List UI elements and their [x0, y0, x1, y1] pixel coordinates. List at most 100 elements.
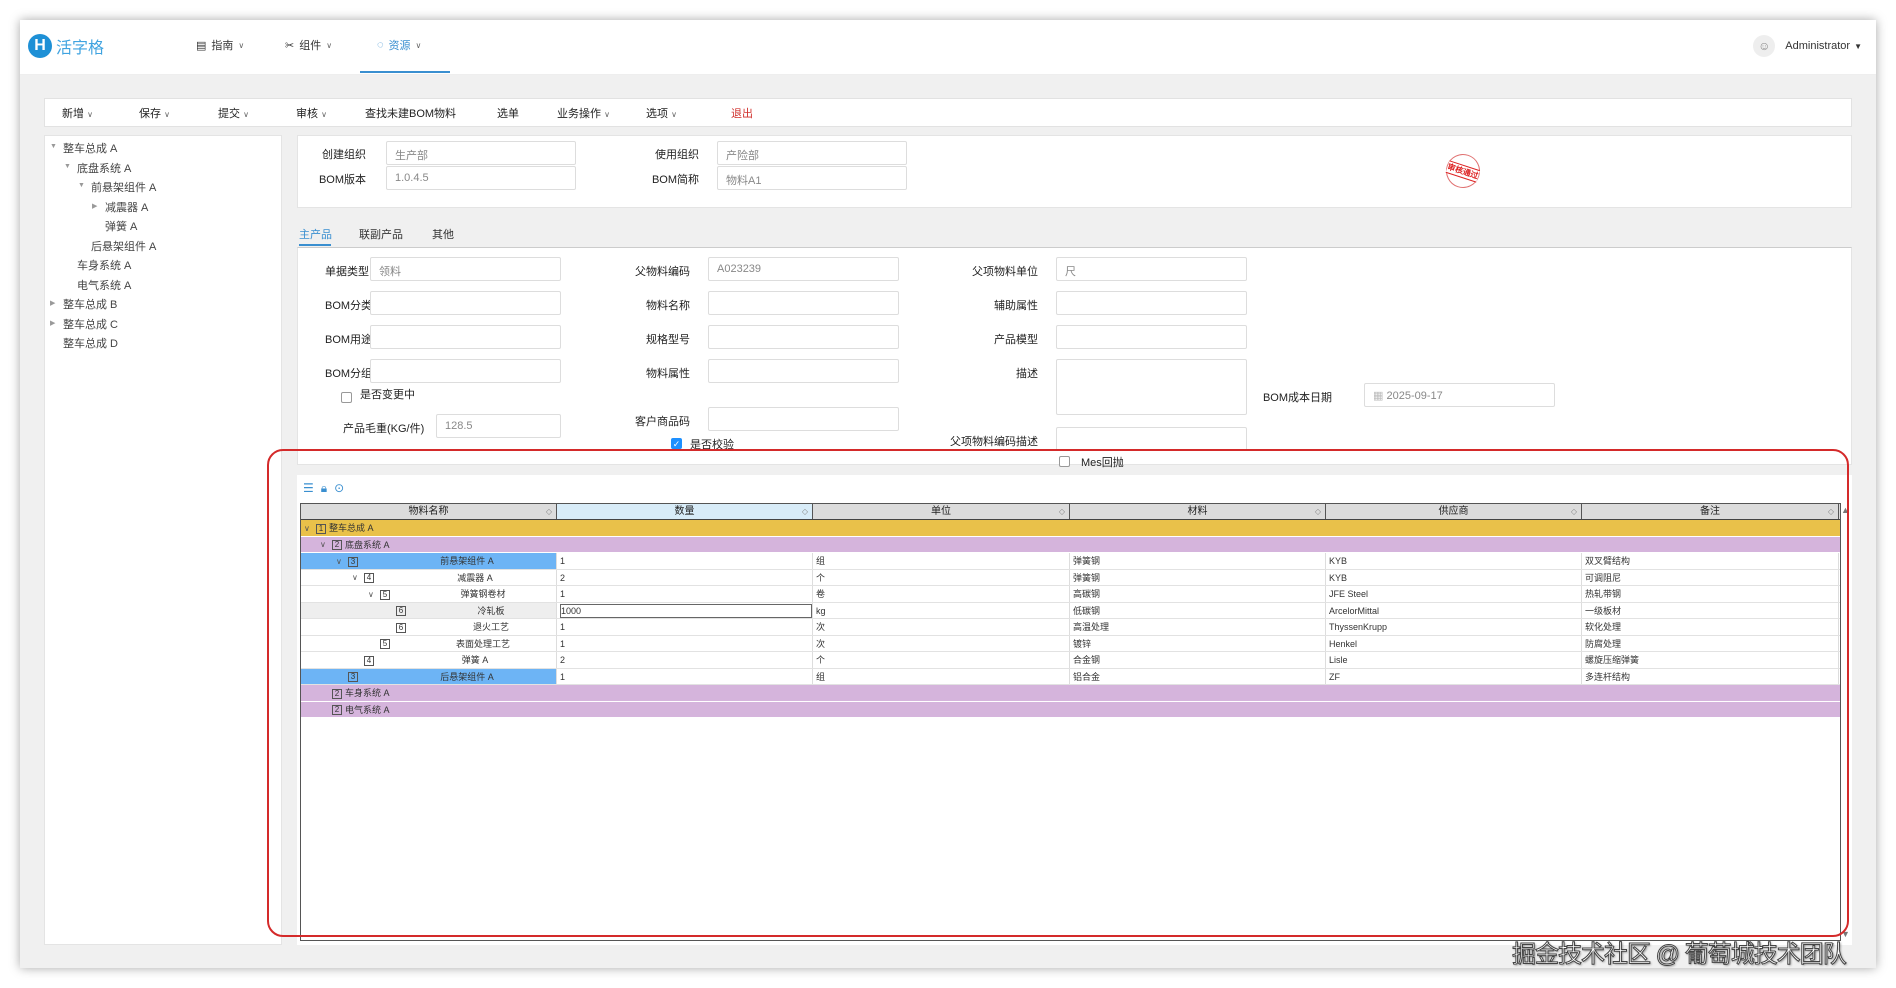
- verify-checkbox[interactable]: ✓: [671, 438, 682, 449]
- toolbar-audit[interactable]: 审核 ∨: [296, 105, 327, 121]
- sort-icon[interactable]: ◇: [545, 507, 552, 516]
- caret-right-icon[interactable]: ▶: [92, 202, 98, 210]
- table-row[interactable]: 3 后悬架组件 A 1 组 铝合金 ZF 多连杆结构: [301, 668, 1840, 685]
- material-cell[interactable]: 高碳钢: [1070, 586, 1326, 602]
- qty-input[interactable]: 1000: [560, 603, 812, 618]
- qty-cell[interactable]: 1: [557, 619, 813, 635]
- toolbar-select-doc[interactable]: 选单: [497, 105, 519, 121]
- name-cell[interactable]: ∨ 5 弹簧钢卷材: [301, 586, 557, 602]
- name-cell[interactable]: 6 冷轧板: [301, 602, 557, 618]
- tree-node[interactable]: 整车总成 D: [63, 338, 118, 350]
- note-cell[interactable]: 防腐处理: [1582, 635, 1839, 651]
- nav-components[interactable]: ✂ 组件 ∨: [285, 37, 332, 53]
- chevron-down-icon[interactable]: ∨: [304, 523, 310, 533]
- column-header[interactable]: 备注 ◇: [1582, 504, 1839, 519]
- changing-checkbox[interactable]: [341, 392, 352, 403]
- note-cell[interactable]: 可调阻尼: [1582, 569, 1839, 585]
- tree-node[interactable]: 整车总成 C: [63, 318, 118, 331]
- mes-checkbox[interactable]: [1059, 456, 1070, 467]
- column-header[interactable]: 供应商 ◇: [1326, 504, 1582, 519]
- bom-short-field[interactable]: 物料A1: [717, 166, 907, 190]
- qty-cell[interactable]: 1000: [557, 602, 813, 618]
- tree-node[interactable]: 车身系统 A: [77, 260, 132, 272]
- parent-unit-field[interactable]: 尺: [1056, 257, 1247, 281]
- caret-down-icon[interactable]: ▼: [50, 143, 57, 150]
- material-attr-field[interactable]: [708, 359, 899, 383]
- scroll-up-icon[interactable]: ▲: [1841, 505, 1850, 515]
- create-org-field[interactable]: 生产部: [386, 141, 576, 165]
- logo[interactable]: H 活字格: [28, 34, 104, 58]
- qty-cell[interactable]: 2: [557, 569, 813, 585]
- supplier-cell[interactable]: Lisle: [1326, 652, 1582, 668]
- chevron-down-icon[interactable]: ∨: [368, 589, 374, 599]
- tree-node[interactable]: 后悬架组件 A: [91, 240, 157, 253]
- desc-textarea[interactable]: [1056, 359, 1247, 415]
- bom-usage-field[interactable]: [370, 325, 561, 349]
- name-cell[interactable]: 5 表面处理工艺: [301, 635, 557, 651]
- material-cell[interactable]: 低碳钢: [1070, 602, 1326, 618]
- note-cell[interactable]: 热轧带钢: [1582, 586, 1839, 602]
- user-menu[interactable]: ☺ Administrator ▼: [1753, 35, 1862, 57]
- table-row[interactable]: ∨ 3 前悬架组件 A 1 组 弹簧钢 KYB 双叉臂结构: [301, 553, 1840, 570]
- chevron-down-icon[interactable]: ∨: [320, 540, 326, 550]
- toolbar-save[interactable]: 保存 ∨: [139, 105, 170, 121]
- table-row[interactable]: ∨ 1 整车总成 A: [301, 520, 1840, 537]
- sort-icon[interactable]: ◇: [801, 507, 808, 516]
- tree-node[interactable]: 弹簧 A: [105, 221, 138, 233]
- chevron-down-icon[interactable]: ∨: [352, 573, 358, 583]
- unit-cell[interactable]: 组: [813, 668, 1070, 684]
- unit-cell[interactable]: 次: [813, 619, 1070, 635]
- tree-node[interactable]: 底盘系统 A: [77, 162, 132, 175]
- cost-date-field[interactable]: ▦ 2025-09-17: [1364, 383, 1555, 407]
- scroll-down-icon[interactable]: ▼: [1841, 929, 1850, 939]
- sort-icon[interactable]: ◇: [1570, 507, 1577, 516]
- tree-node[interactable]: 电气系统 A: [77, 279, 132, 292]
- note-cell[interactable]: 多连杆结构: [1582, 668, 1839, 684]
- note-cell[interactable]: 软化处理: [1582, 619, 1839, 635]
- material-cell[interactable]: 镀锌: [1070, 635, 1326, 651]
- bom-group-field[interactable]: [370, 359, 561, 383]
- tree-node[interactable]: 整车总成 A: [63, 143, 118, 155]
- caret-down-icon[interactable]: ▼: [78, 182, 85, 189]
- check-circle-icon[interactable]: ⊙: [334, 481, 345, 495]
- unit-cell[interactable]: kg: [813, 602, 1070, 618]
- toolbar-new[interactable]: 新增 ∨: [62, 105, 93, 121]
- supplier-cell[interactable]: Henkel: [1326, 635, 1582, 651]
- table-row[interactable]: ∨ 2 底盘系统 A: [301, 536, 1840, 553]
- sort-icon[interactable]: ◇: [1314, 507, 1321, 516]
- unit-cell[interactable]: 组: [813, 553, 1070, 569]
- toolbar-business-ops[interactable]: 业务操作 ∨: [557, 105, 610, 121]
- caret-right-icon[interactable]: ▶: [50, 319, 56, 327]
- name-cell[interactable]: ∨ 4 减震器 A: [301, 569, 557, 585]
- nav-guide[interactable]: ▤ 指南 ∨: [196, 37, 244, 53]
- qty-cell[interactable]: 1: [557, 635, 813, 651]
- material-name-field[interactable]: [708, 291, 899, 315]
- unit-cell[interactable]: 个: [813, 569, 1070, 585]
- spec-field[interactable]: [708, 325, 899, 349]
- tab-other[interactable]: 其他: [432, 229, 454, 241]
- note-cell[interactable]: 螺旋压缩弹簧: [1582, 652, 1839, 668]
- doc-type-field[interactable]: 领料: [370, 257, 561, 281]
- qty-cell[interactable]: 1: [557, 586, 813, 602]
- toolbar-exit[interactable]: 退出: [731, 105, 753, 121]
- unit-cell[interactable]: 卷: [813, 586, 1070, 602]
- tree-node[interactable]: 前悬架组件 A: [91, 182, 157, 194]
- table-row[interactable]: ∨ 4 减震器 A 2 个 弹簧钢 KYB 可调阻尼: [301, 569, 1840, 586]
- tree-node[interactable]: 减震器 A: [105, 201, 149, 214]
- lock-icon[interactable]: 🔒︎: [320, 481, 328, 495]
- table-row[interactable]: 4 弹簧 A 2 个 合金钢 Lisle 螺旋压缩弹簧: [301, 652, 1840, 669]
- table-row[interactable]: 6 冷轧板 1000 kg 低碳钢 ArcelorMittal 一级板材: [301, 602, 1840, 619]
- table-row[interactable]: 5 表面处理工艺 1 次 镀锌 Henkel 防腐处理: [301, 635, 1840, 652]
- aux-attr-field[interactable]: [1056, 291, 1247, 315]
- parent-code-field[interactable]: A023239: [708, 257, 899, 281]
- qty-cell[interactable]: 1: [557, 553, 813, 569]
- supplier-cell[interactable]: JFE Steel: [1326, 586, 1582, 602]
- material-cell[interactable]: 合金钢: [1070, 652, 1326, 668]
- toolbar-submit[interactable]: 提交 ∨: [218, 105, 249, 121]
- table-row[interactable]: 2 电气系统 A: [301, 701, 1840, 718]
- tab-co-products[interactable]: 联副产品: [359, 229, 403, 241]
- parent-code-desc-field[interactable]: [1056, 427, 1247, 451]
- supplier-cell[interactable]: ZF: [1326, 668, 1582, 684]
- supplier-cell[interactable]: ThyssenKrupp: [1326, 619, 1582, 635]
- tree-node[interactable]: 整车总成 B: [63, 299, 118, 311]
